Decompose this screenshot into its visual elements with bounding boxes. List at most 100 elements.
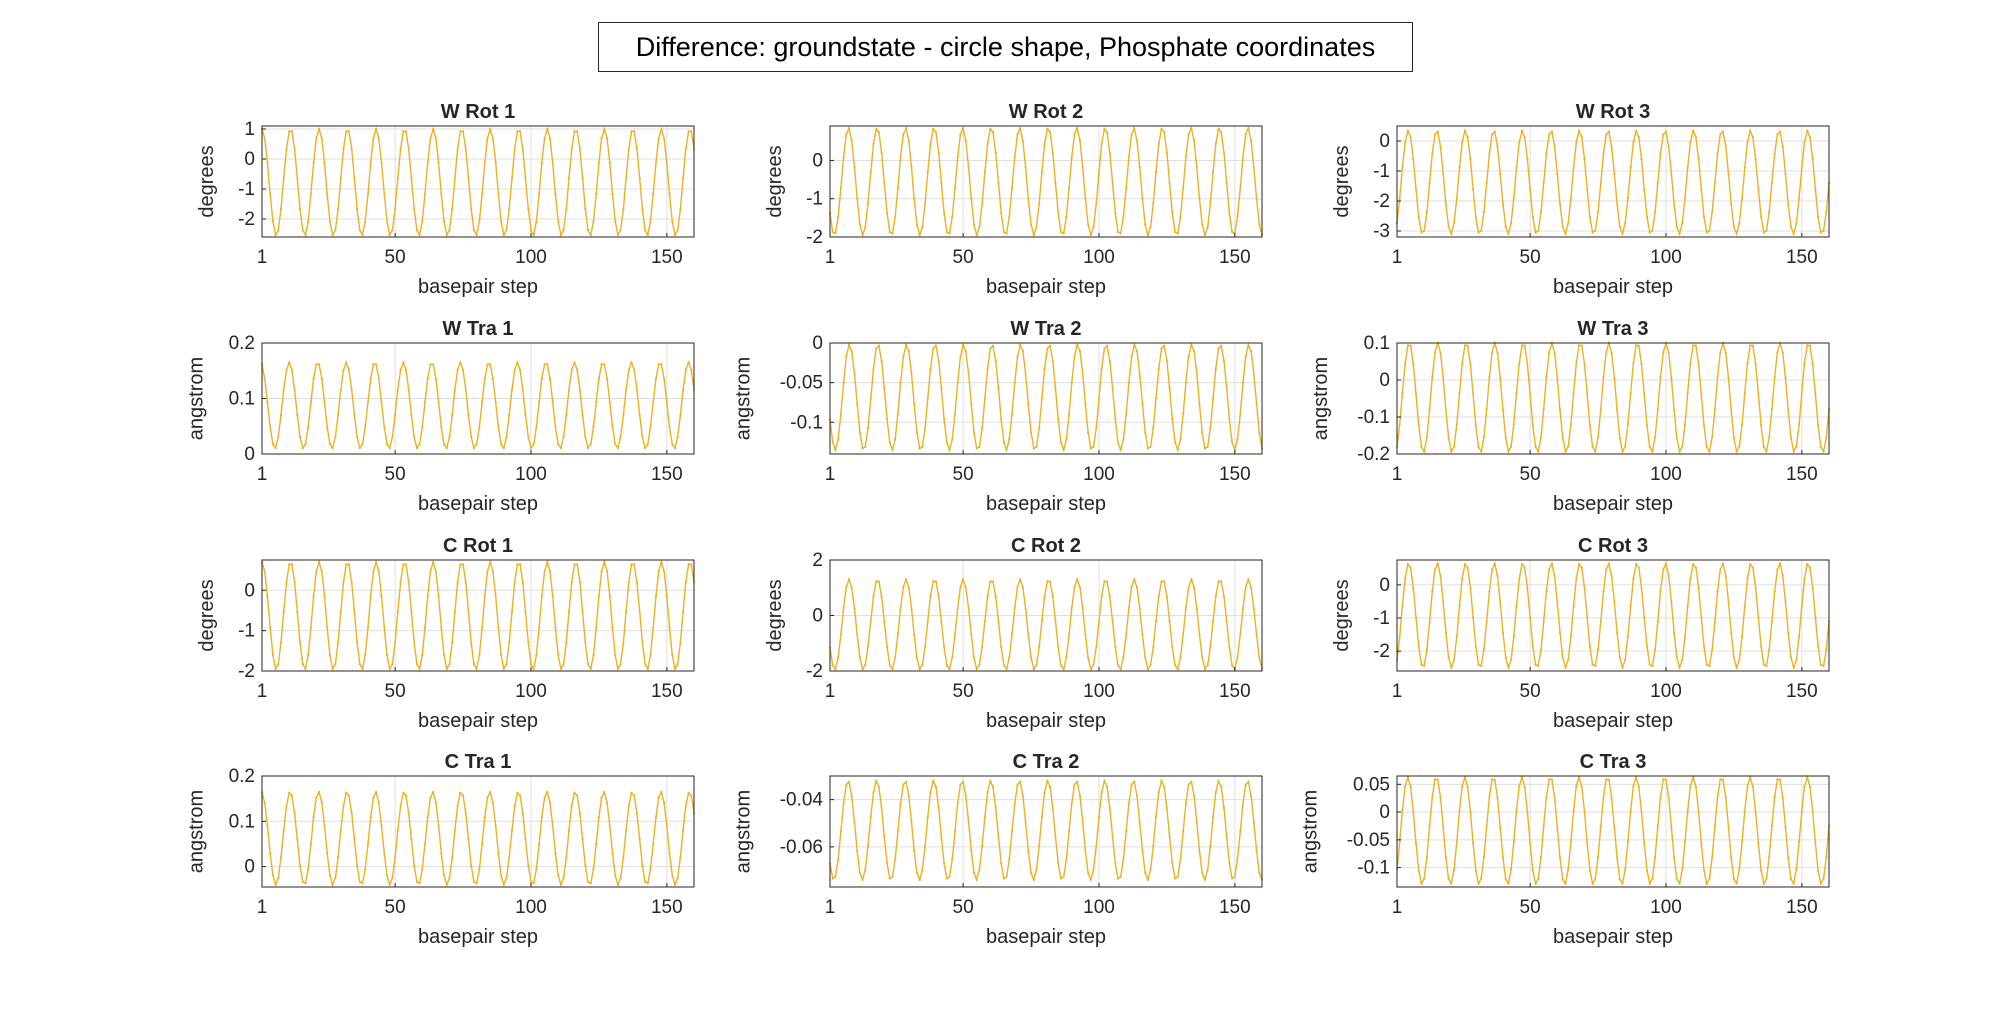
- data-point: [934, 785, 938, 789]
- data-point: [1507, 666, 1510, 669]
- data-point: [1779, 130, 1782, 133]
- data-point: [1116, 441, 1120, 444]
- data-point: [1561, 878, 1564, 881]
- data-point: [1770, 408, 1773, 411]
- data-point: [1746, 141, 1749, 144]
- data-point: [1808, 136, 1812, 139]
- data-point: [337, 856, 340, 859]
- data-point: [1488, 795, 1491, 798]
- data-point: [551, 401, 554, 404]
- data-point: [1792, 232, 1795, 235]
- data-point: [646, 667, 649, 670]
- data-point: [1518, 141, 1521, 144]
- data-point: [1697, 586, 1700, 589]
- data-point: [1784, 172, 1787, 175]
- data-point: [1798, 197, 1801, 200]
- data-point: [1664, 562, 1668, 565]
- data-point: [279, 856, 283, 859]
- data-point: [1504, 225, 1507, 228]
- data-point: [1154, 170, 1158, 173]
- data-point: [565, 856, 568, 859]
- data-point: [1027, 849, 1030, 853]
- data-point: [475, 443, 478, 446]
- data-point: [1463, 776, 1466, 779]
- data-point: [690, 794, 693, 797]
- data-point: [1477, 663, 1480, 666]
- data-point: [682, 829, 685, 832]
- data-point: [660, 560, 663, 564]
- data-point: [1247, 343, 1250, 346]
- data-point: [1741, 197, 1744, 200]
- data-point: [434, 801, 437, 804]
- data-point: [578, 388, 582, 391]
- data-point: [1643, 616, 1646, 619]
- data-point: [1825, 855, 1828, 859]
- data-point: [1182, 412, 1185, 415]
- data-point: [902, 355, 905, 358]
- data-point: [907, 139, 910, 142]
- data-point: [668, 852, 671, 855]
- data-point: [1531, 424, 1534, 427]
- data-point: [282, 829, 285, 832]
- data-point: [1659, 152, 1662, 155]
- data-point: [366, 626, 370, 629]
- data-point: [1258, 871, 1261, 874]
- data-point: [1599, 825, 1602, 828]
- data-point: [872, 142, 875, 145]
- data-point: [472, 880, 475, 884]
- data-point: [337, 641, 340, 644]
- data-point: [1157, 791, 1160, 794]
- data-point: [850, 586, 853, 589]
- data-point: [1588, 215, 1591, 218]
- data-point: [1808, 785, 1812, 788]
- data-point: [682, 177, 685, 180]
- data-point: [529, 880, 533, 884]
- data-point: [1618, 225, 1621, 228]
- data-point: [356, 864, 359, 867]
- data-point: [997, 387, 1000, 390]
- data-point: [1577, 129, 1581, 132]
- data-point: [570, 368, 573, 371]
- data-point: [1597, 648, 1600, 651]
- data-point: [1125, 412, 1128, 415]
- data-point: [853, 166, 856, 169]
- data-point: [1811, 586, 1814, 589]
- subplot-title: C Rot 3: [1578, 535, 1648, 557]
- data-point: [660, 791, 663, 794]
- data-point: [1659, 376, 1662, 379]
- data-point: [326, 425, 329, 429]
- data-point: [1670, 826, 1673, 829]
- data-point: [1019, 578, 1022, 581]
- data-point: [886, 646, 889, 649]
- data-point: [589, 233, 592, 236]
- data-point: [1002, 441, 1006, 444]
- data-point: [915, 871, 919, 874]
- data-point: [353, 177, 356, 180]
- data-point: [483, 595, 486, 598]
- data-point: [1751, 344, 1754, 347]
- data-point: [1520, 563, 1524, 566]
- data-point: [1133, 127, 1136, 130]
- data-point: [994, 151, 997, 154]
- data-point: [1019, 127, 1022, 130]
- data-point: [505, 229, 508, 232]
- x-axis-label: basepair step: [418, 493, 538, 515]
- data-point: [1496, 796, 1499, 799]
- data-point: [1059, 877, 1062, 880]
- data-point: [372, 796, 375, 799]
- data-point: [1051, 151, 1054, 154]
- data-point: [1507, 232, 1510, 235]
- data-point: [524, 610, 527, 613]
- data-point: [535, 425, 538, 428]
- data-point: [1059, 230, 1062, 234]
- data-point: [1149, 445, 1152, 448]
- data-point: [921, 445, 924, 448]
- data-point: [630, 130, 633, 133]
- data-point: [1190, 780, 1193, 783]
- data-point: [869, 815, 872, 818]
- data-point: [1806, 776, 1809, 779]
- data-point: [1819, 231, 1822, 234]
